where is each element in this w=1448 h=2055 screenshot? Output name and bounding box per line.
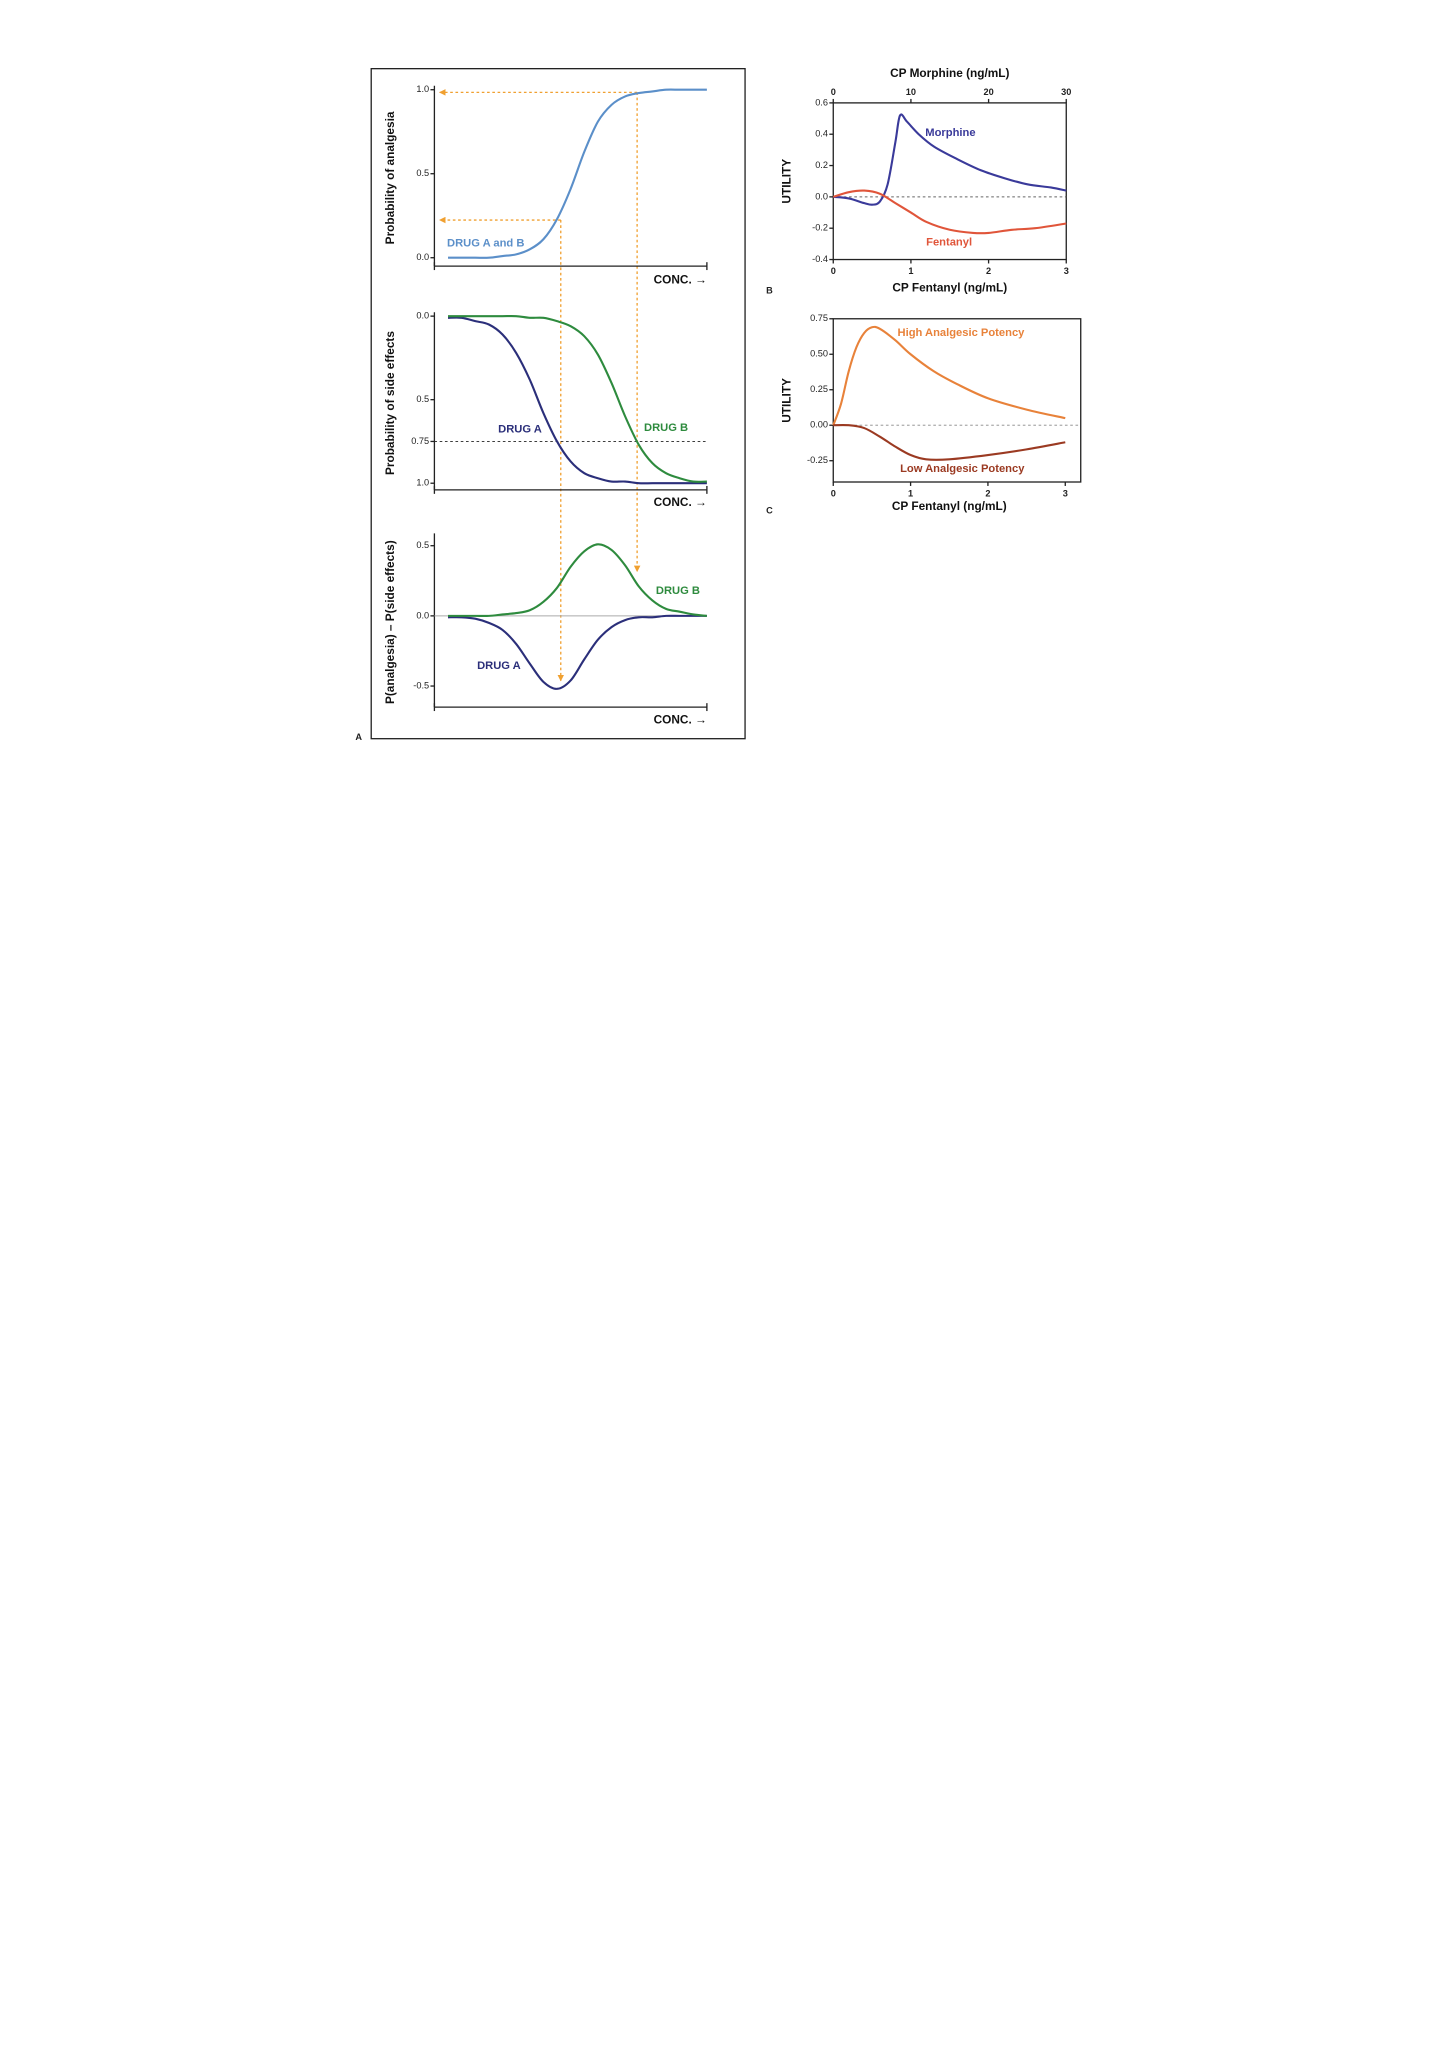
- chart: 0.0 0.5 0.75 1.0 Probability of side effects…: [383, 311, 708, 509]
- series-label: Morphine: [925, 127, 975, 139]
- y-tick-label: -0.4: [812, 254, 828, 264]
- plot-frame: [832, 102, 1067, 261]
- panel-label: B: [766, 286, 773, 296]
- series-line: [833, 423, 1066, 461]
- series-label: Low Analgesic Potency: [900, 463, 1025, 475]
- y-axis-title: Probability of side effects: [383, 331, 397, 475]
- series-line: [833, 113, 1067, 206]
- series-label: High Analgesic Potency: [898, 327, 1026, 339]
- y-tick-label: -0.25: [807, 455, 828, 465]
- y-tick-label: 0.25: [810, 384, 828, 394]
- x2-tick-label: 20: [983, 87, 993, 97]
- panel-frame: [370, 68, 746, 740]
- x2-tick-label: 10: [906, 87, 916, 97]
- y-axis-title: P(analgesia) – P(side effects): [383, 540, 397, 704]
- series-line: [448, 316, 707, 485]
- series-label: DRUG A: [477, 660, 521, 672]
- y-tick-label: 0.2: [815, 160, 828, 170]
- y-tick-label: 0.50: [810, 349, 828, 359]
- y-tick-label: 0.00: [810, 420, 828, 430]
- x-tick-label: 3: [1064, 266, 1069, 276]
- y-axis-title: UTILITY: [779, 378, 793, 423]
- series-line: [448, 614, 707, 690]
- x-axis-title: CP Fentanyl (ng/mL): [892, 281, 1007, 295]
- chart: 0.75 0.50 0.25 0.00 -0.25 0 1 2 3 UTILITY CP Fenta…: [779, 313, 1082, 513]
- x-tick-label: 2: [986, 266, 991, 276]
- series-label: DRUG A and B: [447, 238, 524, 250]
- series-line: [448, 88, 707, 259]
- x-tick-label: 0: [831, 266, 836, 276]
- x2-tick-label: 0: [831, 87, 836, 97]
- x-axis-title: CONC. →: [654, 712, 707, 726]
- y-tick-label: 0.5: [416, 168, 429, 178]
- x-tick-label: 1: [908, 488, 913, 498]
- y-tick-label: -0.2: [812, 223, 828, 233]
- x-axis-title: CONC. →: [654, 273, 707, 287]
- series-label: DRUG A: [498, 423, 542, 435]
- chart: 0.5 0.0 -0.5 P(analgesia) – P(side effects)…: [383, 533, 708, 726]
- x-axis-title: CONC. →: [654, 495, 707, 509]
- x-tick-label: 3: [1063, 488, 1068, 498]
- panel-label: A: [355, 732, 362, 742]
- y-tick-label: 0.0: [416, 311, 429, 321]
- guide-arrows: [439, 89, 641, 682]
- y-tick-label: 1.0: [416, 478, 429, 488]
- plot-frame: [832, 318, 1082, 483]
- x2-axis-title: CP Morphine (ng/mL): [890, 66, 1009, 80]
- series-line: [448, 543, 707, 618]
- y-tick-label: 0.4: [815, 129, 828, 139]
- y-axis-title: Probability of analgesia: [383, 111, 397, 244]
- series-line: [832, 325, 1066, 426]
- series-label: Fentanyl: [926, 236, 972, 248]
- x-tick-label: 2: [985, 488, 990, 498]
- chart: 0.60.40.20.0-0.2-0.40 1 2 30 10 20 30UTILITYCP…: [779, 66, 1071, 295]
- y-tick-label: 0.5: [416, 540, 429, 550]
- y-axis-title: UTILITY: [779, 159, 793, 204]
- series-label: DRUG B: [644, 422, 688, 434]
- y-tick-label: 0.6: [815, 97, 828, 107]
- y-tick-label: 0.75: [810, 313, 828, 323]
- x2-tick-label: 30: [1061, 87, 1071, 97]
- panel-label: C: [766, 505, 773, 515]
- y-tick-label: -0.5: [413, 680, 429, 690]
- y-tick-label: 1.0: [416, 84, 429, 94]
- x-tick-label: 1: [908, 266, 913, 276]
- y-tick-label: 0.0: [815, 191, 828, 201]
- x-axis-title: CP Fentanyl (ng/mL): [892, 499, 1007, 513]
- y-tick-label: 0.0: [416, 252, 429, 262]
- chart: 0.0 0.5 1.0 Probability of analgesia CONC. →…: [383, 84, 708, 287]
- series-line: [832, 189, 1067, 235]
- y-tick-label: 0.0: [416, 610, 429, 620]
- x-tick-label: 0: [831, 488, 836, 498]
- series-label: DRUG B: [656, 585, 700, 597]
- series-line: [448, 314, 707, 483]
- y-tick-label: 0.75: [411, 436, 429, 446]
- y-tick-label: 0.5: [416, 394, 429, 404]
